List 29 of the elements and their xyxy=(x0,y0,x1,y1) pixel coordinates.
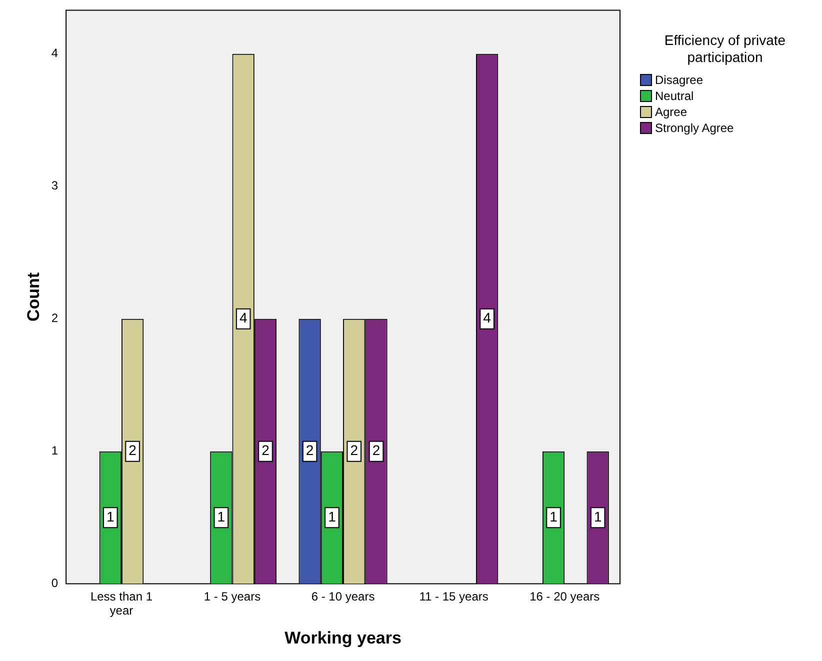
data-label: 2 xyxy=(262,442,270,458)
data-label: 2 xyxy=(372,442,380,458)
x-tick-label: 11 - 15 years xyxy=(419,589,488,604)
x-tick-label: 1 - 5 years xyxy=(204,589,261,604)
y-tick-label: 2 xyxy=(51,311,58,326)
x-tick-label: 6 - 10 years xyxy=(311,589,375,604)
data-label: 1 xyxy=(594,508,602,524)
legend-label: Agree xyxy=(655,105,688,119)
x-tick-label: Less than 1 year xyxy=(90,589,153,618)
y-tick-label: 1 xyxy=(51,444,58,458)
data-label: 1 xyxy=(550,508,558,524)
y-tick-label: 0 xyxy=(51,576,58,590)
data-label: 4 xyxy=(239,310,248,326)
data-label: 1 xyxy=(106,508,114,524)
y-axis-title: Count xyxy=(24,272,43,322)
legend-label: Neutral xyxy=(655,89,694,103)
x-axis-title: Working years xyxy=(284,628,402,648)
y-tick-label: 4 xyxy=(51,46,58,60)
data-label: 1 xyxy=(217,508,226,524)
data-label: 2 xyxy=(306,442,314,458)
data-label: 2 xyxy=(350,442,358,458)
data-label: 4 xyxy=(483,310,492,326)
y-tick-label: 3 xyxy=(51,178,58,193)
data-label: 1 xyxy=(328,508,336,524)
legend-title: Efficiency of private participation xyxy=(663,32,787,66)
legend-label: Strongly Agree xyxy=(655,121,734,135)
legend-label: Disagree xyxy=(655,73,704,87)
data-label: 2 xyxy=(128,442,137,458)
x-tick-label: 16 - 20 years xyxy=(530,589,600,604)
